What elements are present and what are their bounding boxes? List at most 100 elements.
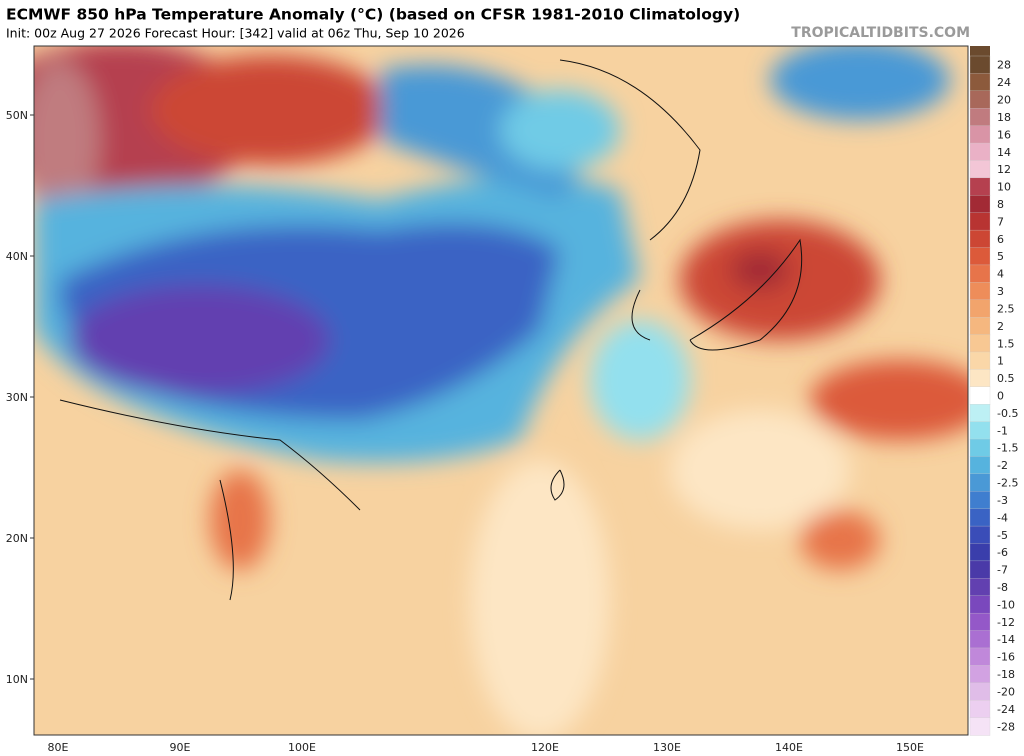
colorbar-label: -6 — [997, 546, 1008, 559]
coastlines — [59, 59, 803, 601]
lon-label: 100E — [288, 741, 316, 754]
colorbar-swatch — [969, 212, 991, 231]
colorbar-swatch — [969, 421, 991, 440]
lon-label: 130E — [653, 741, 681, 754]
colorbar-swatch — [969, 647, 991, 667]
lat-label: 10N — [6, 673, 28, 686]
colorbar-label: 2 — [997, 320, 1004, 333]
colorbar-label: 1.5 — [997, 337, 1015, 350]
colorbar-label: -14 — [997, 633, 1015, 646]
anomaly-field — [34, 46, 968, 735]
colorbar-cap — [970, 46, 990, 56]
colorbar-label: -2.5 — [997, 477, 1018, 490]
colorbar-label: 4 — [997, 268, 1004, 281]
colorbar-swatch — [969, 334, 991, 353]
axes: 50N 40N 30N 20N 10N 80E 90E 100E 120E 130E 140E 150… — [6, 109, 924, 754]
colorbar-swatch — [969, 142, 991, 162]
map — [34, 46, 968, 735]
colorbar-swatch — [969, 491, 991, 510]
colorbar-swatch — [969, 404, 991, 423]
subtitle: Init: 00z Aug 27 2026 Forecast Hour: [34… — [6, 26, 465, 41]
colorbar-swatch — [969, 508, 991, 527]
colorbar-label: -18 — [997, 668, 1015, 681]
colorbar-label: 5 — [997, 250, 1004, 263]
colorbar-label: -3 — [997, 494, 1008, 507]
colorbar-label: -16 — [997, 651, 1015, 664]
colorbar-label: 16 — [997, 128, 1011, 141]
colorbar: 28 24 20 18 16 14 12 10 8 7 6 5 4 3 2.5 2 1.5 1 0.5 0 -0.5 -1… — [969, 55, 1018, 736]
colorbar-swatch — [969, 717, 991, 736]
colorbar-swatch — [969, 665, 991, 684]
colorbar-label: 14 — [997, 146, 1011, 159]
colorbar-label: 0.5 — [997, 372, 1015, 385]
colorbar-label: 10 — [997, 181, 1011, 194]
colorbar-swatch — [969, 578, 991, 597]
colorbar-label: 3 — [997, 285, 1004, 298]
colorbar-label: -4 — [997, 511, 1008, 524]
colorbar-label: 12 — [997, 163, 1011, 176]
colorbar-label: -2 — [997, 459, 1008, 472]
lon-label: 90E — [170, 741, 191, 754]
colorbar-label: -1.5 — [997, 442, 1018, 455]
colorbar-swatch — [969, 108, 991, 127]
colorbar-swatch — [969, 247, 991, 266]
colorbar-swatch — [969, 264, 991, 283]
colorbar-label: -20 — [997, 685, 1015, 698]
colorbar-swatch — [969, 612, 991, 632]
colorbar-swatch — [969, 351, 991, 371]
colorbar-swatch — [969, 125, 991, 144]
colorbar-label: 1 — [997, 355, 1004, 368]
colorbar-label: -5 — [997, 529, 1008, 542]
colorbar-label: 0 — [997, 390, 1004, 403]
lat-label: 50N — [6, 109, 28, 122]
colorbar-label: -24 — [997, 703, 1015, 716]
colorbar-swatch — [969, 177, 991, 196]
colorbar-swatch — [969, 73, 991, 92]
credit: TROPICALTIDBITS.COM — [791, 25, 970, 41]
title: ECMWF 850 hPa Temperature Anomaly (°C) (… — [6, 6, 740, 24]
colorbar-swatch — [969, 195, 991, 214]
colorbar-label: -10 — [997, 598, 1015, 611]
colorbar-swatch — [969, 438, 991, 458]
colorbar-swatch — [969, 160, 991, 179]
colorbar-swatch — [969, 386, 991, 405]
lon-label: 120E — [531, 741, 559, 754]
colorbar-label: 6 — [997, 233, 1004, 246]
lon-label: 150E — [896, 741, 924, 754]
lat-label: 30N — [6, 391, 28, 404]
colorbar-swatch — [969, 682, 991, 701]
colorbar-swatch — [969, 595, 991, 614]
colorbar-label: -12 — [997, 616, 1015, 629]
colorbar-swatch — [969, 630, 991, 649]
map-frame — [33, 45, 969, 736]
lat-label: 20N — [6, 532, 28, 545]
colorbar-swatch — [969, 299, 991, 318]
colorbar-swatch — [969, 700, 991, 719]
colorbar-swatch — [969, 369, 991, 388]
colorbar-label: -7 — [997, 564, 1008, 577]
colorbar-label: -28 — [997, 720, 1015, 733]
colorbar-swatch — [969, 473, 991, 492]
colorbar-swatch — [969, 560, 991, 579]
colorbar-label: 18 — [997, 111, 1011, 124]
colorbar-label: -0.5 — [997, 407, 1018, 420]
colorbar-swatch — [969, 543, 991, 562]
colorbar-label: -8 — [997, 581, 1008, 594]
lat-label: 40N — [6, 250, 28, 263]
colorbar-swatch — [969, 90, 991, 109]
colorbar-swatch — [969, 282, 991, 301]
colorbar-swatch — [969, 55, 991, 75]
lon-label: 140E — [775, 741, 803, 754]
lon-label: 80E — [48, 741, 69, 754]
colorbar-swatch — [969, 317, 991, 336]
colorbar-label: 8 — [997, 198, 1004, 211]
colorbar-swatch — [969, 525, 991, 545]
colorbar-label: 28 — [997, 59, 1011, 72]
colorbar-label: 24 — [997, 76, 1011, 89]
colorbar-label: -1 — [997, 424, 1008, 437]
colorbar-label: 2.5 — [997, 302, 1015, 315]
colorbar-swatch — [969, 229, 991, 249]
colorbar-swatch — [969, 456, 991, 475]
